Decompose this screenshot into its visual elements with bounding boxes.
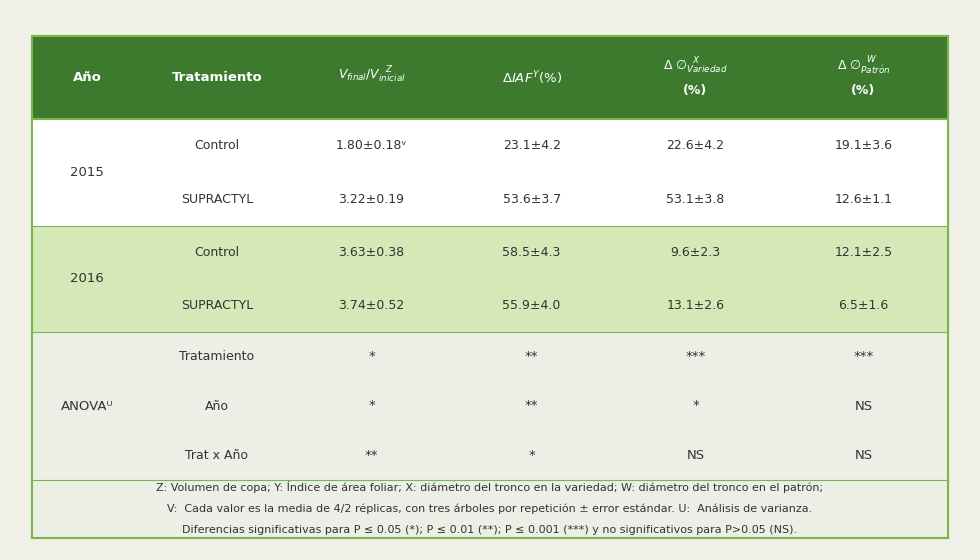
FancyBboxPatch shape: [32, 332, 948, 480]
FancyBboxPatch shape: [32, 226, 948, 332]
Text: 3.63±0.38: 3.63±0.38: [338, 246, 405, 259]
Text: Control: Control: [194, 139, 239, 152]
Text: 55.9±4.0: 55.9±4.0: [503, 299, 561, 312]
Text: *: *: [692, 399, 699, 413]
Text: Tratamiento: Tratamiento: [179, 350, 255, 363]
Text: Año: Año: [73, 71, 102, 85]
Text: SUPRACTYL: SUPRACTYL: [180, 193, 253, 206]
Text: $\Delta\ \mathsf{\varnothing}_{Variedad}^{\ \ X}$: $\Delta\ \mathsf{\varnothing}_{Variedad}…: [663, 55, 728, 76]
Text: 1.80±0.18ᵛ: 1.80±0.18ᵛ: [336, 139, 408, 152]
Text: $\Delta IAF^{Y}(\%)$: $\Delta IAF^{Y}(\%)$: [502, 69, 562, 87]
Text: **: **: [525, 399, 538, 413]
Text: SUPRACTYL: SUPRACTYL: [180, 299, 253, 312]
Text: Diferencias significativas para P ≤ 0.05 (*); P ≤ 0.01 (**); P ≤ 0.001 (***) y n: Diferencias significativas para P ≤ 0.05…: [182, 525, 798, 535]
Text: 2016: 2016: [71, 272, 104, 286]
Text: $\Delta\ \mathsf{\varnothing}_{Patr\acute{o}n}^{\ \ W}$: $\Delta\ \mathsf{\varnothing}_{Patr\acut…: [837, 55, 890, 76]
Text: **: **: [525, 350, 538, 363]
Text: *: *: [528, 449, 535, 462]
Text: 12.1±2.5: 12.1±2.5: [834, 246, 893, 259]
Text: 22.6±4.2: 22.6±4.2: [666, 139, 724, 152]
Text: ***: ***: [854, 350, 873, 363]
Text: Trat x Año: Trat x Año: [185, 449, 248, 462]
Text: 3.74±0.52: 3.74±0.52: [338, 299, 405, 312]
Text: *: *: [368, 399, 374, 413]
Text: 6.5±1.6: 6.5±1.6: [838, 299, 889, 312]
Text: 53.6±3.7: 53.6±3.7: [503, 193, 561, 206]
Text: 9.6±2.3: 9.6±2.3: [670, 246, 720, 259]
Text: (%): (%): [852, 83, 875, 97]
Text: Año: Año: [205, 399, 228, 413]
Text: 2015: 2015: [71, 166, 104, 179]
Text: 53.1±3.8: 53.1±3.8: [666, 193, 724, 206]
Text: 12.6±1.1: 12.6±1.1: [834, 193, 893, 206]
Text: 23.1±4.2: 23.1±4.2: [503, 139, 561, 152]
Text: *: *: [368, 350, 374, 363]
Text: 58.5±4.3: 58.5±4.3: [503, 246, 561, 259]
Text: Z: Volumen de copa; Y: Índice de área foliar; X: diámetro del tronco en la varie: Z: Volumen de copa; Y: Índice de área fo…: [157, 482, 823, 493]
Text: Control: Control: [194, 246, 239, 259]
Text: **: **: [365, 449, 378, 462]
FancyBboxPatch shape: [32, 36, 948, 119]
Text: V:  Cada valor es la media de 4/2 réplicas, con tres árboles por repetición ± er: V: Cada valor es la media de 4/2 réplica…: [168, 503, 812, 514]
Text: NS: NS: [855, 449, 872, 462]
Text: 13.1±2.6: 13.1±2.6: [666, 299, 724, 312]
Text: (%): (%): [683, 83, 708, 97]
Text: 19.1±3.6: 19.1±3.6: [834, 139, 893, 152]
Text: Tratamiento: Tratamiento: [172, 71, 263, 85]
Text: ***: ***: [685, 350, 706, 363]
FancyBboxPatch shape: [32, 480, 948, 538]
Text: NS: NS: [686, 449, 705, 462]
Text: ANOVAᵁ: ANOVAᵁ: [61, 399, 114, 413]
FancyBboxPatch shape: [32, 119, 948, 226]
Text: $V_{final}/V_{inicial}^{\ \ Z}$: $V_{final}/V_{inicial}^{\ \ Z}$: [337, 65, 406, 85]
FancyBboxPatch shape: [32, 36, 948, 538]
Text: 3.22±0.19: 3.22±0.19: [338, 193, 405, 206]
Text: NS: NS: [855, 399, 872, 413]
